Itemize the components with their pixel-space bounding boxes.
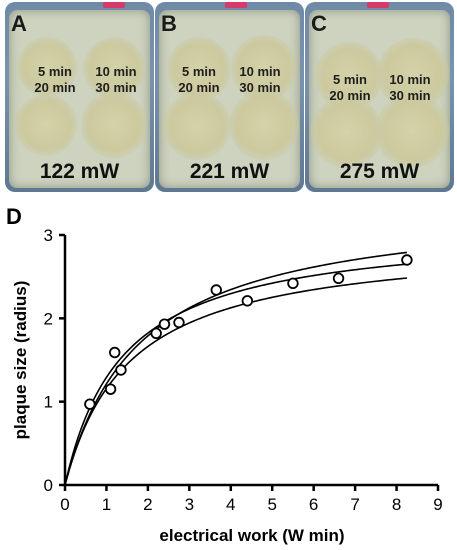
plaque-size-chart: D plaque size (radius) electrical work (… [6, 204, 443, 545]
power-label: 221 mW [189, 160, 270, 183]
power-label: 275 mW [339, 160, 420, 183]
x-tick-label: 3 [185, 495, 194, 514]
data-point [173, 316, 185, 329]
plaque-spot [229, 90, 299, 160]
plaque-spot [17, 37, 77, 97]
x-tick-label: 0 [60, 495, 69, 514]
plaque-spot [81, 92, 147, 158]
time-label: 10 min [389, 72, 431, 87]
data-point [332, 272, 345, 285]
x-tick-label: 4 [226, 495, 235, 514]
time-label: 5 min [182, 64, 216, 79]
fit-curve [64, 277, 407, 486]
plaque-spot [311, 96, 383, 168]
x-tick-label: 8 [392, 495, 401, 514]
x-tick-label: 9 [433, 495, 442, 514]
plate-panel-c: C 5 min 10 min 20 min 30 min 275 mW [305, 2, 454, 192]
plate-panel-a: A 5 min 10 min 20 min 30 min 122 mW [5, 2, 154, 192]
plaque-spot [83, 37, 145, 99]
y-tick-label: 1 [44, 393, 53, 412]
dish-tag [225, 2, 247, 8]
panel-letter: A [11, 11, 27, 36]
plaque-spot [167, 37, 231, 101]
time-label: 30 min [95, 80, 137, 95]
plaque-spot [375, 94, 449, 168]
data-point [401, 254, 413, 266]
data-point [84, 398, 96, 410]
time-label: 20 min [178, 80, 220, 95]
time-label: 10 min [239, 64, 281, 79]
panel-letter-d: D [6, 204, 22, 229]
data-point [241, 295, 254, 307]
time-label: 5 min [38, 64, 72, 79]
y-tick-label: 2 [44, 309, 53, 328]
time-label: 20 min [329, 88, 371, 103]
panel-letter: C [311, 11, 327, 36]
power-label: 122 mW [39, 160, 120, 183]
x-tick-label: 5 [267, 495, 276, 514]
y-axis-label: plaque size (radius) [11, 281, 30, 440]
data-point [150, 327, 162, 340]
data-point [210, 284, 222, 296]
x-axis-label: electrical work (W min) [159, 526, 344, 545]
dish-tag [103, 2, 125, 8]
plaque-spot [15, 94, 77, 156]
time-label: 20 min [34, 80, 76, 95]
fit-curve [64, 263, 407, 486]
data-point [115, 364, 127, 376]
plate-panel-b: B 5 min 10 min 20 min 30 min 221 mW [155, 2, 304, 192]
data-point [158, 318, 171, 330]
fit-curve [64, 251, 408, 486]
x-tick-label: 1 [102, 495, 111, 514]
x-tick-label: 7 [350, 495, 359, 514]
time-label: 5 min [333, 72, 367, 87]
panel-letter: B [161, 11, 177, 36]
y-tick-label: 0 [44, 476, 53, 495]
time-label: 30 min [389, 88, 431, 103]
data-point [287, 277, 299, 290]
x-tick-label: 2 [143, 495, 152, 514]
dish-tag [367, 2, 389, 8]
data-point [104, 383, 117, 395]
plaque-spot [163, 92, 231, 160]
x-tick-label: 6 [309, 495, 318, 514]
data-point [109, 346, 121, 359]
y-tick-label: 3 [44, 226, 53, 245]
time-label: 30 min [239, 80, 281, 95]
time-label: 10 min [95, 64, 137, 79]
